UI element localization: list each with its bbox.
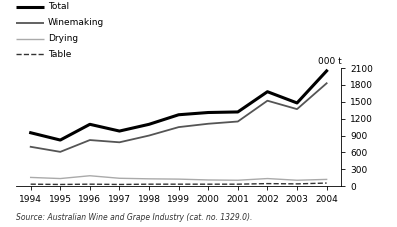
Total [117,130,122,132]
Total [324,69,329,72]
Table [146,183,151,185]
Text: Table: Table [48,50,71,59]
Winemaking [176,126,181,128]
Text: Source: Australian Wine and Grape Industry (cat. no. 1329.0).: Source: Australian Wine and Grape Indust… [16,213,252,222]
Drying [265,177,270,180]
Drying [28,176,33,179]
Drying [87,174,92,177]
Line: Table: Table [31,183,327,185]
Total [235,111,240,113]
Drying [324,178,329,181]
Total [265,90,270,93]
Drying [117,177,122,180]
Total [206,111,211,114]
Table [206,183,211,185]
Total [28,131,33,134]
Line: Total: Total [31,71,327,140]
Line: Drying: Drying [31,176,327,180]
Total [58,139,63,141]
Drying [58,177,63,180]
Drying [295,179,299,182]
Winemaking [206,122,211,125]
Table [28,183,33,185]
Text: Total: Total [48,2,69,11]
Winemaking [235,120,240,123]
Drying [235,179,240,182]
Text: Winemaking: Winemaking [48,18,104,27]
Table [324,182,329,184]
Table [295,183,299,185]
Total [146,123,151,126]
Table [265,182,270,185]
Table [87,183,92,185]
Winemaking [58,151,63,153]
Winemaking [87,139,92,141]
Total [87,123,92,126]
Winemaking [324,82,329,85]
Winemaking [146,134,151,137]
Table [117,183,122,186]
Winemaking [265,99,270,102]
Table [58,183,63,186]
Line: Winemaking: Winemaking [31,83,327,152]
Winemaking [117,141,122,144]
Drying [206,179,211,181]
Table [235,183,240,185]
Winemaking [28,146,33,148]
Total [295,102,299,104]
Text: 000 t: 000 t [318,57,341,66]
Drying [176,178,181,180]
Winemaking [295,108,299,111]
Total [176,114,181,116]
Drying [146,178,151,180]
Text: Drying: Drying [48,34,78,43]
Table [176,183,181,185]
